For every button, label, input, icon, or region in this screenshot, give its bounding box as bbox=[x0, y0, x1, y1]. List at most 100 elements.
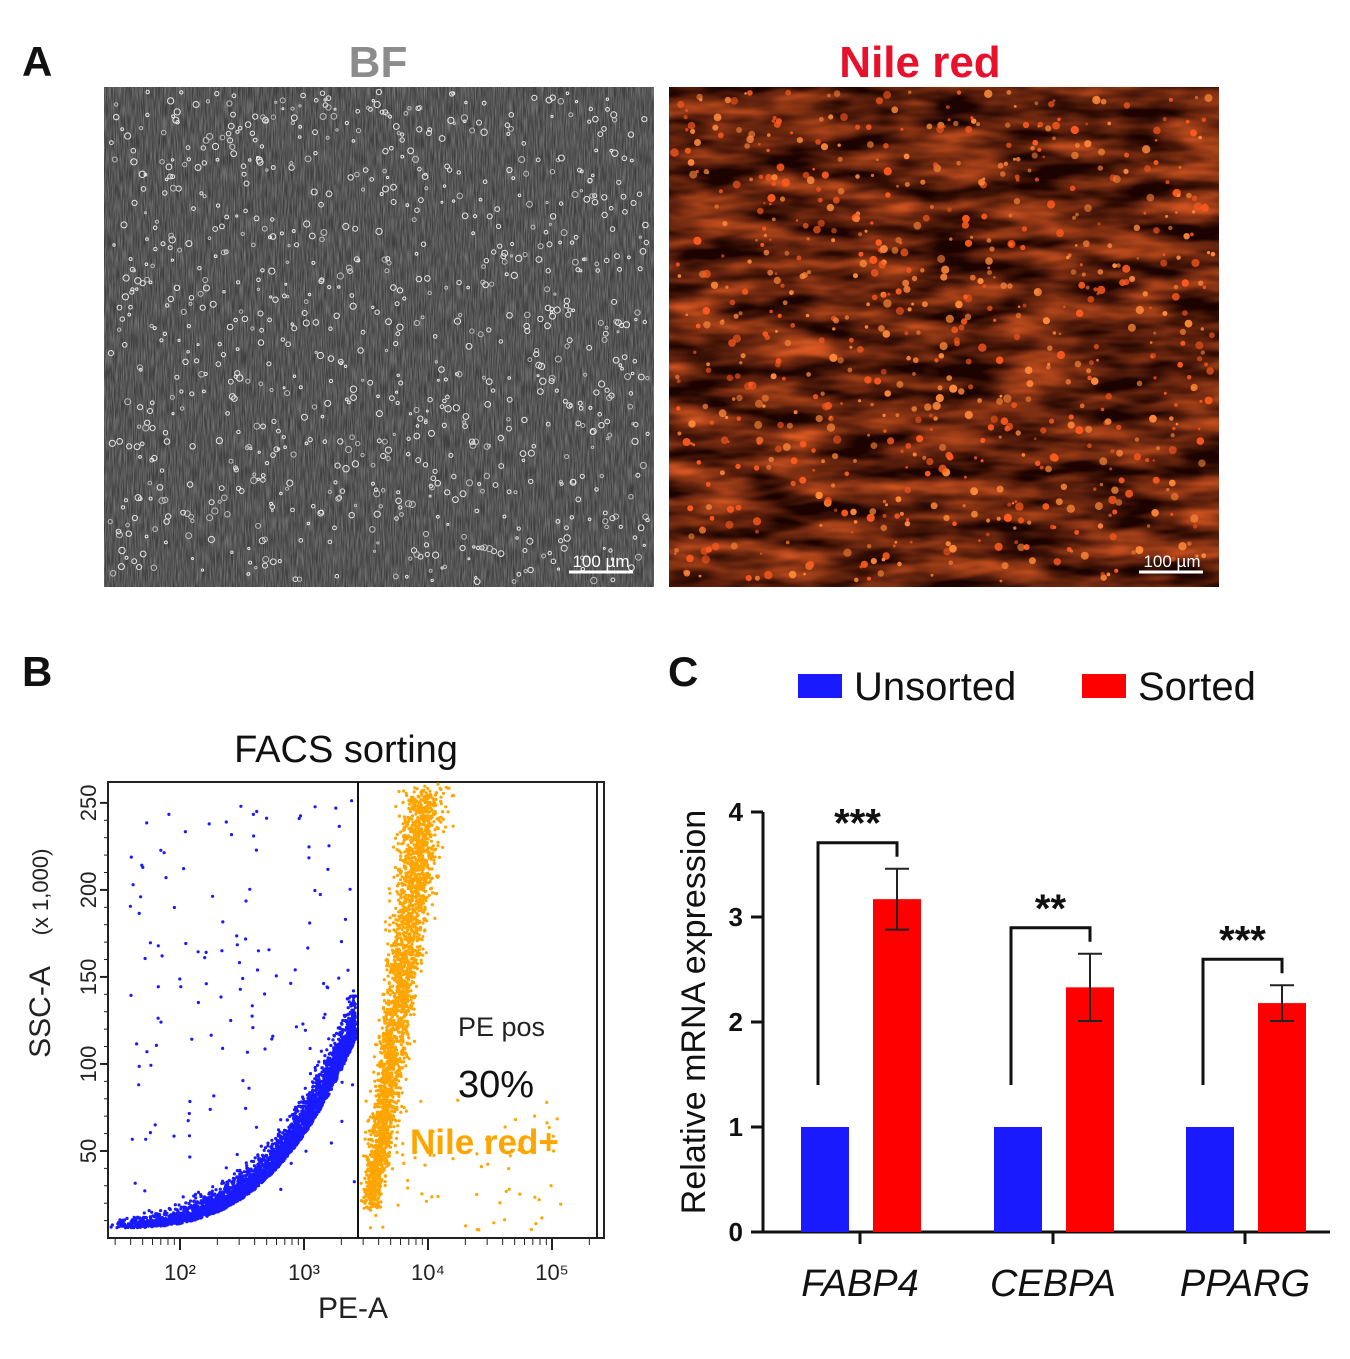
lipid-droplet-mark bbox=[701, 555, 710, 564]
bf-cell-mark bbox=[249, 130, 256, 137]
bf-scale-label: 100 µm bbox=[572, 552, 629, 571]
lipid-droplet-mark bbox=[790, 131, 794, 135]
bf-cell-mark bbox=[413, 432, 421, 440]
lipid-droplet-mark bbox=[854, 577, 859, 583]
event-negative bbox=[228, 1186, 232, 1190]
lipid-droplet-mark bbox=[829, 353, 838, 362]
lipid-droplet-mark bbox=[1181, 279, 1190, 287]
bf-cell-mark bbox=[484, 401, 492, 408]
bf-cell-mark bbox=[213, 254, 218, 259]
bf-cell-mark bbox=[486, 213, 493, 220]
lipid-droplet-mark bbox=[837, 357, 844, 364]
event-negative bbox=[295, 1124, 300, 1128]
bf-cell-mark bbox=[444, 285, 449, 290]
lipid-droplet-mark bbox=[735, 463, 741, 470]
lipid-droplet-mark bbox=[938, 464, 947, 473]
lipid-droplet-mark bbox=[1100, 571, 1105, 577]
lipid-droplet-mark bbox=[1109, 467, 1113, 471]
event-negative bbox=[317, 1074, 321, 1079]
bf-cell-mark bbox=[501, 258, 508, 265]
event-negative bbox=[135, 1226, 139, 1230]
event-negative bbox=[204, 982, 208, 986]
bf-cell-mark bbox=[131, 514, 138, 522]
lipid-droplet-mark bbox=[1177, 361, 1184, 368]
event-negative bbox=[342, 1013, 346, 1018]
bf-cell-mark bbox=[465, 479, 474, 487]
lipid-droplet-mark bbox=[850, 531, 854, 534]
bf-cell-mark bbox=[294, 242, 300, 248]
event-negative bbox=[334, 806, 338, 810]
lipid-droplet-mark bbox=[908, 90, 912, 94]
bf-cell-mark bbox=[324, 399, 332, 407]
event-negative bbox=[302, 1121, 306, 1125]
bf-cell-mark bbox=[628, 391, 634, 396]
event-negative bbox=[179, 1216, 183, 1220]
event-negative bbox=[156, 944, 160, 948]
lipid-droplet-mark bbox=[926, 458, 934, 466]
lipid-droplet-mark bbox=[1175, 211, 1178, 214]
lipid-droplet-mark bbox=[870, 402, 874, 407]
event-negative bbox=[294, 1025, 298, 1029]
bf-cell-mark bbox=[345, 264, 353, 272]
event-negative bbox=[194, 1196, 198, 1200]
lipid-droplet-mark bbox=[832, 196, 840, 204]
bf-cell-mark bbox=[386, 175, 390, 180]
bf-cell-mark bbox=[343, 364, 348, 368]
bf-cell-mark bbox=[167, 97, 175, 105]
bf-cell-mark bbox=[235, 214, 239, 218]
bf-cell-mark bbox=[373, 100, 381, 109]
bf-cell-mark bbox=[398, 505, 403, 510]
lipid-droplet-mark bbox=[700, 526, 704, 530]
bf-cell-mark bbox=[575, 267, 581, 273]
lipid-droplet-mark bbox=[883, 429, 887, 433]
bf-cell-mark bbox=[627, 403, 634, 410]
bf-cell-mark bbox=[510, 241, 515, 247]
lipid-droplet-mark bbox=[1100, 407, 1105, 412]
bf-cell-mark bbox=[375, 410, 383, 418]
nile-red-scale-label: 100 µm bbox=[1143, 552, 1200, 571]
bf-cell-mark bbox=[424, 186, 429, 191]
event-negative bbox=[260, 1159, 264, 1163]
event-negative bbox=[141, 865, 145, 870]
bf-cell-mark bbox=[490, 388, 496, 393]
bf-cell-mark bbox=[445, 394, 450, 400]
event-negative bbox=[238, 987, 242, 991]
lipid-droplet-mark bbox=[935, 394, 944, 403]
lipid-droplet-mark bbox=[813, 394, 819, 400]
event-negative bbox=[202, 1212, 207, 1216]
bf-cell-mark bbox=[277, 559, 282, 564]
event-negative bbox=[232, 1172, 236, 1176]
event-negative bbox=[188, 1155, 192, 1159]
bf-cell-mark bbox=[169, 184, 177, 192]
event-negative bbox=[337, 1060, 341, 1064]
lipid-droplet-mark bbox=[922, 214, 930, 222]
event-negative bbox=[123, 1218, 127, 1222]
lipid-droplet-mark bbox=[1003, 394, 1012, 403]
lipid-droplet-mark bbox=[1200, 327, 1205, 331]
lipid-droplet-mark bbox=[891, 246, 899, 254]
event-negative bbox=[337, 976, 341, 980]
event-negative bbox=[135, 1216, 139, 1220]
lipid-droplet-mark bbox=[993, 318, 997, 322]
lipid-droplet-mark bbox=[930, 573, 934, 577]
lipid-droplet-mark bbox=[790, 323, 796, 328]
bf-cell-mark bbox=[211, 142, 220, 151]
bf-cell-mark bbox=[256, 477, 260, 481]
bf-cell-mark bbox=[595, 268, 601, 273]
bf-cell-mark bbox=[392, 573, 399, 580]
lipid-droplet-mark bbox=[706, 171, 710, 175]
lipid-droplet-mark bbox=[744, 143, 750, 149]
lipid-droplet-mark bbox=[1042, 155, 1046, 159]
bf-cell-mark bbox=[428, 568, 433, 573]
lipid-droplet-mark bbox=[1039, 465, 1044, 470]
event-negative bbox=[244, 1173, 249, 1177]
bf-cell-mark bbox=[310, 188, 318, 196]
lipid-droplet-mark bbox=[816, 186, 822, 192]
lipid-droplet-mark bbox=[956, 90, 962, 95]
lipid-droplet-mark bbox=[1153, 376, 1157, 380]
lipid-droplet-mark bbox=[1194, 95, 1199, 100]
event-negative bbox=[291, 1145, 295, 1149]
bf-cell-mark bbox=[307, 292, 312, 297]
bf-cell-mark bbox=[276, 428, 281, 434]
bf-cell-mark bbox=[292, 374, 297, 378]
